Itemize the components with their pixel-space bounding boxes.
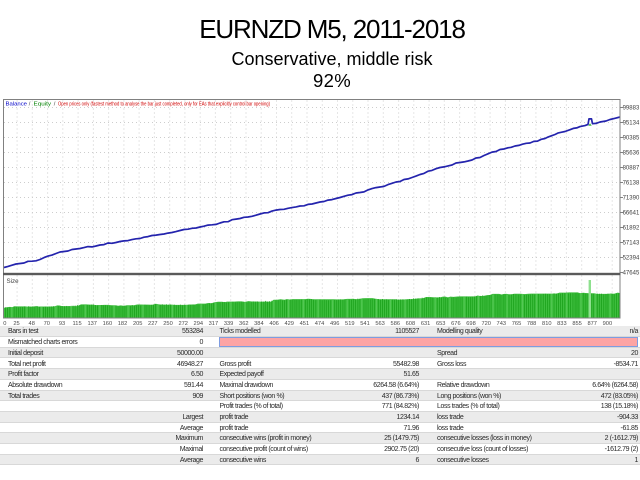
svg-text:586: 586	[391, 321, 401, 327]
svg-text:720: 720	[481, 321, 491, 327]
svg-text:71390: 71390	[623, 196, 640, 202]
svg-text:743: 743	[497, 321, 507, 327]
svg-text:563: 563	[375, 321, 385, 327]
svg-text:474: 474	[315, 321, 325, 327]
svg-text:676: 676	[451, 321, 461, 327]
svg-text:698: 698	[466, 321, 476, 327]
svg-text:317: 317	[209, 321, 219, 327]
svg-text:95134: 95134	[623, 121, 640, 127]
svg-text:115: 115	[73, 321, 82, 327]
svg-text:339: 339	[224, 321, 234, 327]
svg-text:653: 653	[436, 321, 446, 327]
svg-text:362: 362	[239, 321, 249, 327]
svg-text:519: 519	[345, 321, 355, 327]
svg-text:429: 429	[284, 321, 294, 327]
svg-text:541: 541	[360, 321, 370, 327]
svg-text:57143: 57143	[623, 241, 640, 247]
svg-text:765: 765	[512, 321, 522, 327]
svg-text:182: 182	[118, 321, 128, 327]
svg-text:52394: 52394	[623, 256, 640, 262]
svg-text:90385: 90385	[623, 136, 640, 142]
svg-text:48: 48	[29, 321, 35, 327]
svg-text:70: 70	[44, 321, 50, 327]
svg-text:160: 160	[103, 321, 113, 327]
svg-text:631: 631	[421, 321, 431, 327]
svg-text:384: 384	[254, 321, 264, 327]
svg-text:61892: 61892	[623, 226, 640, 232]
svg-text:137: 137	[87, 321, 97, 327]
svg-text:66641: 66641	[623, 211, 640, 217]
svg-text:833: 833	[557, 321, 567, 327]
svg-text:25: 25	[13, 321, 19, 327]
svg-text:Balance/Equity/Open prices onl: Balance/Equity / Open prices only (fastest…	[6, 102, 271, 108]
svg-text:85636: 85636	[623, 151, 640, 157]
svg-text:250: 250	[163, 321, 173, 327]
svg-text:47645: 47645	[623, 271, 640, 277]
svg-text:608: 608	[406, 321, 416, 327]
svg-text:205: 205	[133, 321, 143, 327]
svg-text:227: 227	[148, 321, 158, 327]
svg-text:0: 0	[3, 321, 6, 327]
svg-text:451: 451	[300, 321, 310, 327]
svg-text:272: 272	[178, 321, 188, 327]
svg-text:900: 900	[603, 321, 613, 327]
svg-text:99883: 99883	[623, 106, 640, 112]
svg-text:294: 294	[194, 321, 204, 327]
svg-text:810: 810	[542, 321, 552, 327]
svg-text:877: 877	[587, 321, 597, 327]
svg-text:406: 406	[269, 321, 279, 327]
svg-text:855: 855	[572, 321, 582, 327]
svg-text:496: 496	[330, 321, 340, 327]
svg-text:80887: 80887	[623, 166, 640, 172]
svg-text:788: 788	[527, 321, 537, 327]
svg-text:93: 93	[59, 321, 65, 327]
svg-text:Size: Size	[7, 278, 20, 285]
svg-text:76138: 76138	[623, 181, 640, 187]
